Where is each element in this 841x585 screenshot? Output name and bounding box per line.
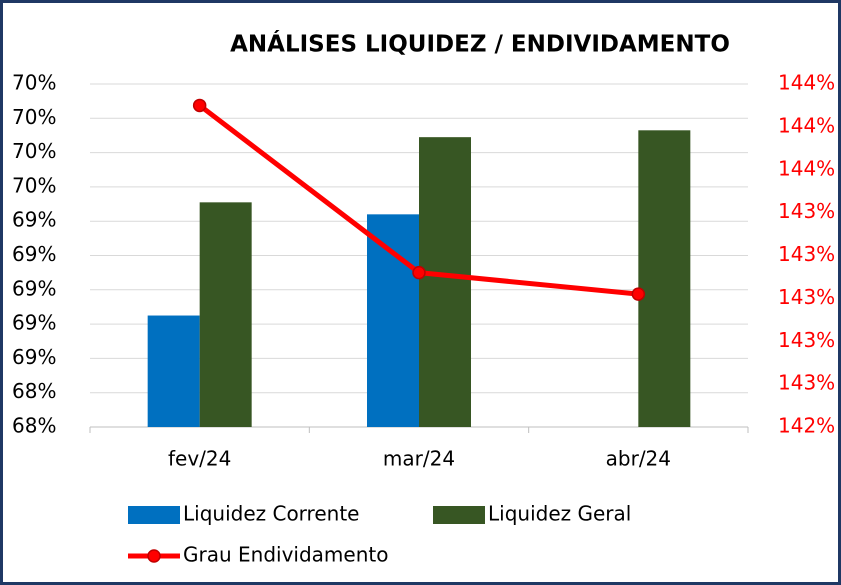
y-tick-label: 69% (12, 242, 56, 266)
bar (638, 130, 691, 427)
y2-tick-label: 144% (778, 156, 835, 180)
legend-label: Liquidez Geral (488, 502, 631, 526)
y-tick-label: 68% (12, 379, 56, 403)
chart-title: ANÁLISES LIQUIDEZ / ENDIVIDAMENTO (230, 30, 730, 58)
y2-tick-label: 144% (778, 113, 835, 137)
y-tick-label: 70% (12, 105, 56, 129)
y-tick-label: 70% (12, 71, 56, 95)
x-tick-label: fev/24 (168, 447, 231, 471)
line-marker (192, 98, 207, 113)
y-tick-label: 70% (12, 139, 56, 163)
x-tick-label: abr/24 (606, 447, 671, 471)
y2-tick-label: 143% (778, 242, 835, 266)
y-tick-label: 69% (12, 208, 56, 232)
y2-tick-label: 143% (778, 328, 835, 352)
y-tick-label: 69% (12, 276, 56, 300)
bar (147, 315, 200, 427)
legend-label: Liquidez Corrente (183, 502, 359, 526)
y2-tick-label: 144% (778, 71, 835, 95)
y2-tick-label: 143% (778, 285, 835, 309)
y2-tick-label: 143% (778, 371, 835, 395)
line-marker (631, 287, 646, 301)
legend-marker (147, 549, 161, 563)
line-marker (412, 265, 426, 280)
legend-swatch (128, 506, 180, 524)
y-tick-label: 69% (12, 311, 56, 335)
y2-tick-label: 143% (778, 199, 835, 223)
x-tick-label: mar/24 (383, 447, 455, 471)
y-tick-label: 68% (12, 414, 56, 438)
y-tick-label: 69% (12, 345, 56, 369)
y2-tick-label: 142% (778, 414, 835, 438)
legend-label: Grau Endividamento (183, 543, 388, 567)
bar (367, 214, 419, 427)
bar (199, 202, 252, 427)
bar (419, 137, 471, 428)
y-tick-label: 70% (12, 173, 56, 197)
legend-swatch (433, 506, 485, 524)
